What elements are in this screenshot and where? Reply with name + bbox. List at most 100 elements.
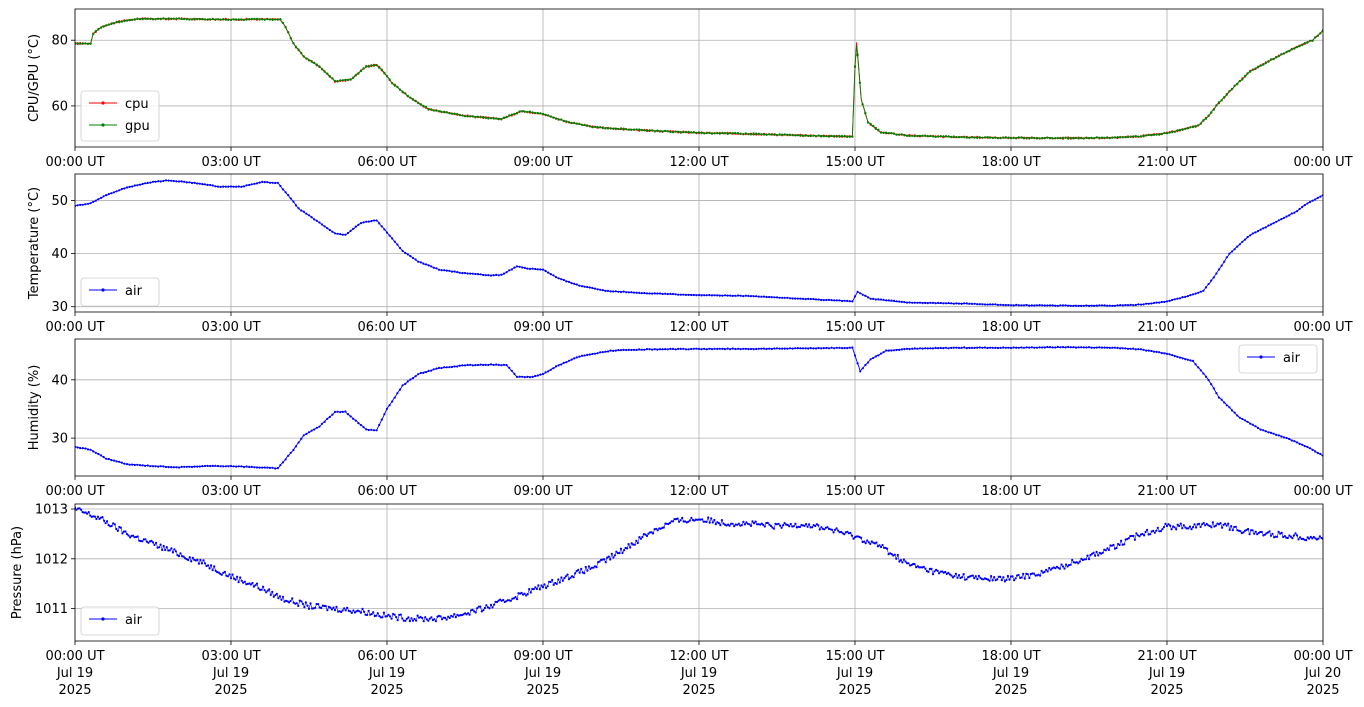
data-point: [768, 523, 771, 526]
data-point: [716, 294, 719, 297]
series-markers-air: [75, 179, 1323, 307]
data-point: [677, 347, 680, 350]
data-point: [1025, 303, 1028, 307]
data-point: [1152, 350, 1156, 353]
data-point: [240, 579, 243, 582]
data-point: [551, 578, 554, 582]
data-point: [76, 204, 79, 207]
data-point: [343, 607, 346, 610]
data-point: [232, 185, 235, 188]
data-point: [465, 613, 468, 616]
data-point: [1061, 565, 1065, 568]
data-point: [131, 185, 134, 188]
data-point: [94, 30, 97, 33]
data-point: [555, 582, 558, 586]
data-point: [804, 347, 807, 350]
data-point: [1181, 296, 1184, 299]
data-point: [336, 410, 339, 413]
data-point: [404, 92, 407, 95]
data-point: [549, 368, 552, 371]
data-point: [1285, 215, 1288, 218]
data-point: [491, 606, 494, 609]
data-point: [1060, 563, 1063, 566]
data-point: [383, 228, 386, 231]
data-point: [1116, 304, 1119, 307]
data-point: [1215, 392, 1218, 395]
data-point: [409, 378, 412, 381]
data-point: [535, 587, 539, 591]
data-point: [609, 349, 612, 352]
data-point: [1038, 346, 1041, 349]
data-point: [447, 615, 450, 618]
data-point: [996, 303, 1000, 306]
data-point: [118, 460, 121, 463]
data-point: [1137, 303, 1140, 306]
data-point: [89, 448, 92, 451]
data-point: [1202, 289, 1205, 292]
data-point: [1054, 137, 1057, 140]
data-point: [1089, 554, 1092, 557]
data-point: [968, 302, 971, 305]
data-point: [843, 347, 846, 350]
data-point: [315, 63, 318, 66]
data-point: [939, 570, 942, 573]
data-point: [1163, 131, 1166, 135]
data-point: [1074, 346, 1078, 349]
data-point: [1119, 347, 1122, 350]
data-point: [1271, 532, 1274, 535]
data-point: [879, 131, 883, 134]
data-point: [979, 576, 982, 579]
data-point: [1087, 304, 1091, 307]
y-axis-label: Humidity (%): [27, 365, 42, 451]
data-point: [733, 525, 736, 528]
data-point: [632, 291, 636, 294]
data-point: [928, 567, 932, 571]
data-point: [1005, 578, 1008, 582]
data-point: [500, 118, 503, 121]
data-point: [626, 547, 629, 550]
data-point: [762, 523, 765, 527]
data-point: [340, 610, 343, 614]
data-point: [814, 524, 817, 528]
data-point: [846, 347, 849, 350]
data-point: [214, 18, 217, 21]
data-point: [201, 183, 204, 186]
data-point: [1194, 363, 1197, 366]
data-point: [173, 548, 176, 551]
data-point: [1022, 346, 1026, 349]
data-point: [359, 611, 363, 614]
data-point: [1217, 396, 1221, 399]
data-point: [333, 410, 337, 413]
data-point: [365, 65, 368, 68]
data-point: [630, 291, 633, 294]
data-point: [648, 292, 651, 295]
data-point: [625, 128, 628, 131]
data-point: [155, 541, 158, 544]
data-point: [1090, 346, 1093, 349]
data-point: [303, 606, 306, 609]
data-point: [391, 400, 394, 403]
data-point: [1199, 525, 1202, 529]
data-point: [372, 429, 376, 432]
data-point: [911, 347, 914, 350]
data-point: [794, 347, 797, 350]
data-point: [422, 620, 425, 623]
data-point: [502, 598, 505, 602]
data-point: [76, 446, 79, 449]
data-point: [482, 115, 485, 119]
data-point: [814, 135, 818, 138]
data-point: [203, 464, 207, 468]
data-point: [191, 556, 194, 560]
data-point: [1113, 304, 1117, 307]
data-point: [257, 587, 260, 590]
data-point: [666, 130, 669, 133]
data-point: [856, 362, 859, 365]
data-point: [627, 543, 630, 546]
data-point: [330, 608, 333, 611]
data-point: [411, 98, 415, 101]
data-point: [898, 560, 901, 563]
data-point: [1275, 56, 1278, 59]
data-point: [684, 348, 688, 351]
data-point: [476, 115, 480, 118]
y-tick-label: 80: [51, 34, 68, 49]
